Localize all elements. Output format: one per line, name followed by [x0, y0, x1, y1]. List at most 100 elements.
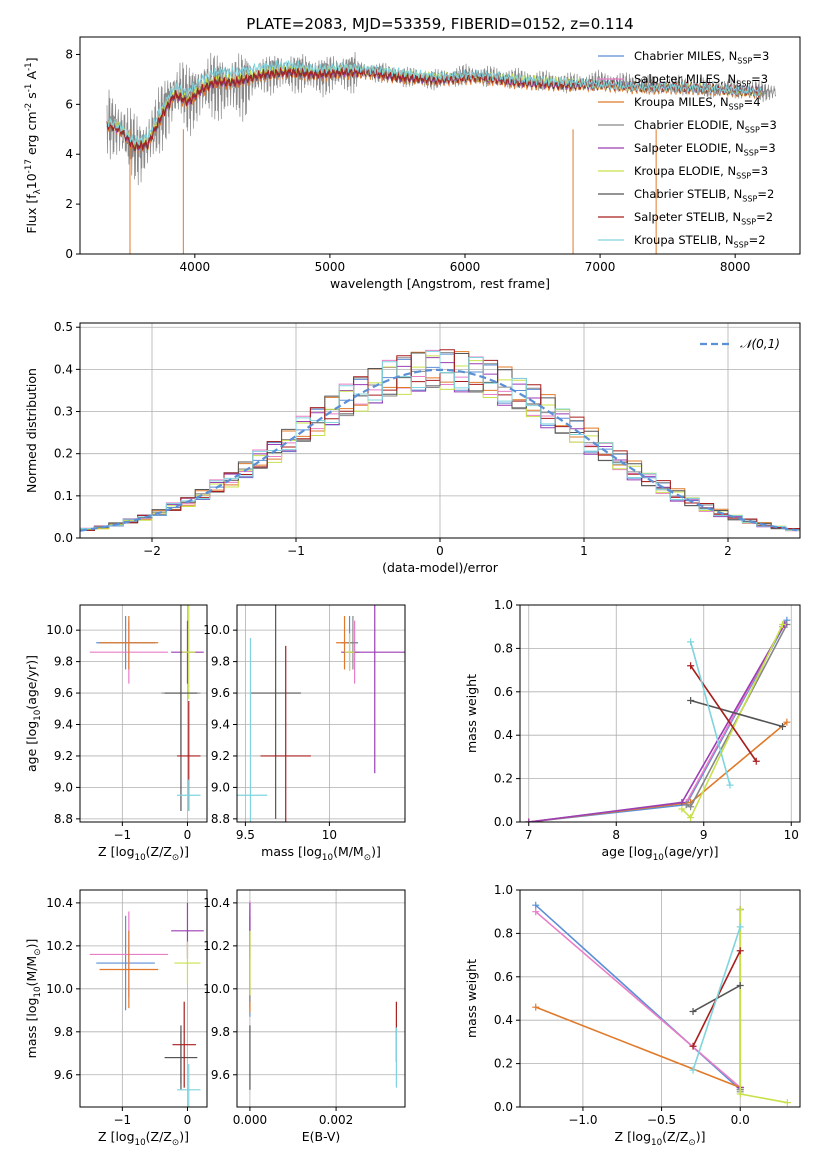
- residuals-xtick-label: −2: [143, 544, 161, 558]
- mass-vs-z-ytick-label: 9.8: [54, 1025, 73, 1039]
- mass-vs-z-ytick-label: 9.6: [54, 1068, 73, 1082]
- age-vs-mass-frame: [236, 604, 406, 823]
- normal-reference-curve: [80, 368, 798, 532]
- weight-vs-age-xlabel: age [log10(age/yr)]: [601, 844, 718, 863]
- weight-vs-z-series-line: [692, 926, 741, 1071]
- legend-entry: 𝒩(0,1): [740, 337, 780, 351]
- spectrum-xtick-label: 7000: [585, 260, 616, 274]
- age-vs-mass-ytick-label: 8.8: [211, 812, 230, 826]
- weight-vs-z-series-line: [535, 911, 741, 1089]
- age-vs-z-ytick-label: 8.8: [54, 812, 73, 826]
- age-vs-z-ytick-label: 9.4: [54, 718, 73, 732]
- spectrum-frame: [79, 36, 801, 255]
- weight-vs-age-series-line: [528, 721, 788, 822]
- spectrum-model-line: [106, 59, 763, 146]
- weight-vs-z-series-marker: [532, 908, 540, 916]
- spectrum-xlabel: wavelength [Angstrom, rest frame]: [330, 276, 550, 291]
- legend-entry: Chabrier ELODIE, NSSP=3: [634, 118, 777, 134]
- age-vs-mass-ytick-label: 9.2: [211, 749, 230, 763]
- age-vs-z-ylabel: age [log10(age/yr)]: [24, 655, 43, 772]
- weight-vs-age-series-marker: [678, 805, 686, 813]
- weight-vs-z-ytick-label: 0.0: [494, 1100, 513, 1114]
- weight-vs-age-plot-area: [525, 616, 791, 822]
- weight-vs-age-series-marker: [678, 798, 686, 806]
- age-vs-z-ytick-label: 9.0: [54, 780, 73, 794]
- age-vs-z-frame: [79, 604, 208, 823]
- weight-vs-z-series-marker: [736, 1090, 744, 1098]
- weight-vs-age-series-marker: [783, 718, 791, 726]
- spectrum-xtick-label: 5000: [315, 260, 346, 274]
- mass-vs-ebv-ytick-label: 10.4: [203, 896, 230, 910]
- weight-vs-z-series-marker: [736, 923, 744, 931]
- weight-vs-z-series-marker: [736, 981, 744, 989]
- weight-vs-z-ytick-label: 1.0: [494, 883, 513, 897]
- weight-vs-z-ytick-label: 0.4: [494, 1013, 513, 1027]
- weight-vs-age-series-line: [528, 619, 788, 822]
- mass-vs-ebv-ytick-label: 10.0: [203, 982, 230, 996]
- residuals-ytick-label: 0.4: [54, 362, 73, 376]
- weight-vs-age-xtick-label: 9: [700, 828, 708, 842]
- spectrum-xtick-label: 8000: [720, 260, 751, 274]
- weight-vs-age-series-marker: [687, 696, 695, 704]
- mass-vs-ebv-xtick-label: 0.002: [319, 1113, 353, 1127]
- legend-entry: Kroupa MILES, NSSP=4: [634, 95, 761, 111]
- age-vs-mass-xtick-label: 10: [322, 828, 337, 842]
- mass-vs-z-ylabel: mass [log10(M/M⊙)]: [24, 939, 43, 1059]
- weight-vs-age-series-marker: [687, 638, 695, 646]
- weight-vs-age-xtick-label: 8: [612, 828, 620, 842]
- mass-vs-z-xtick-label: −1: [113, 1113, 131, 1127]
- mass-vs-ebv-axes: 0.000 0.002 9.6 9.8 10.0 10.2 10.4 E(B-V): [203, 889, 406, 1144]
- weight-vs-age-series-marker: [779, 621, 786, 629]
- weight-vs-age-frame: [519, 604, 801, 823]
- age-vs-z-xlabel: Z [log10(Z/Z⊙)]: [98, 844, 189, 863]
- residuals-ytick-label: 0.2: [54, 447, 73, 461]
- spectrum-ylabel: Flux [fλ10-17 erg cm-2 s-1 A-1]: [24, 57, 43, 233]
- weight-vs-age-ytick-label: 1.0: [494, 598, 513, 612]
- residuals-ytick-label: 0.5: [54, 320, 73, 334]
- weight-vs-age-xtick-label: 10: [784, 828, 799, 842]
- weight-vs-z-frame: [519, 889, 801, 1108]
- age-vs-mass-ytick-label: 10.0: [203, 623, 230, 637]
- legend-entry: Kroupa STELIB, NSSP=2: [634, 233, 766, 249]
- mass-vs-z-axes: −1 0 9.6 9.8 10.0 10.2 10.4 Z [log10(Z/Z⊙)] mass…: [24, 889, 208, 1148]
- residuals-ytick-label: 0.1: [54, 489, 73, 503]
- residuals-xlabel: (data-model)/error: [382, 560, 499, 575]
- age-vs-mass-plot-area: [237, 605, 405, 822]
- weight-vs-z-ytick-label: 0.6: [494, 970, 513, 984]
- weight-vs-age-ytick-label: 0.6: [494, 685, 513, 699]
- spectrum-ytick-label: 2: [65, 197, 73, 211]
- legend-entry: Salpeter ELODIE, NSSP=3: [634, 141, 776, 157]
- weight-vs-age-series-line: [689, 641, 731, 786]
- mass-vs-ebv-ytick-label: 10.2: [203, 939, 230, 953]
- spectrum-xtick-label: 4000: [180, 260, 211, 274]
- weight-vs-z-ytick-label: 0.8: [494, 926, 513, 940]
- mass-vs-z-xlabel: Z [log10(Z/Z⊙)]: [98, 1129, 189, 1148]
- weight-vs-z-series-marker: [532, 901, 540, 909]
- legend-entry: Salpeter STELIB, NSSP=2: [634, 210, 773, 226]
- mass-vs-z-ytick-label: 10.2: [46, 939, 73, 953]
- weight-vs-z-xtick-label: −1.0: [568, 1113, 597, 1127]
- age-vs-z-ytick-label: 9.2: [54, 749, 73, 763]
- weight-vs-z-series-line: [535, 1006, 741, 1089]
- weight-vs-age-series-marker: [726, 781, 734, 789]
- weight-vs-age-xtick-label: 7: [525, 828, 533, 842]
- age-vs-mass-ytick-label: 9.4: [211, 718, 230, 732]
- weight-vs-z-series-marker: [736, 906, 744, 914]
- age-vs-z-ytick-label: 9.6: [54, 686, 73, 700]
- residuals-xtick-label: 0: [436, 544, 444, 558]
- mass-vs-z-xtick-label: 0: [184, 1113, 192, 1127]
- weight-vs-z-series-marker: [736, 947, 744, 955]
- mass-vs-ebv-ytick-label: 9.8: [211, 1025, 230, 1039]
- residuals-ytick-label: 0.3: [54, 405, 73, 419]
- residuals-xtick-label: −1: [287, 544, 305, 558]
- age-vs-z-ytick-label: 10.0: [46, 623, 73, 637]
- age-vs-z-ytick-label: 9.8: [54, 655, 73, 669]
- weight-vs-age-series-marker: [687, 814, 695, 822]
- spectrum-ytick-label: 6: [65, 97, 73, 111]
- residuals-plot-area: [80, 349, 800, 532]
- weight-vs-z-ytick-label: 0.2: [494, 1057, 513, 1071]
- figure-title: PLATE=2083, MJD=53359, FIBERID=0152, z=0…: [246, 15, 633, 33]
- weight-vs-z-xtick-label: −0.5: [647, 1113, 676, 1127]
- spectrum-plot-area: [106, 51, 777, 254]
